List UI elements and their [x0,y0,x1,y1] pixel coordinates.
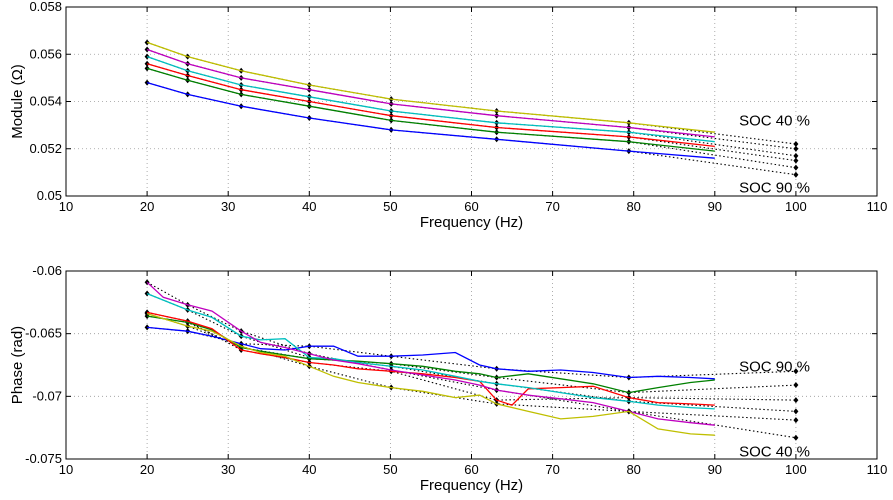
x-tick-label: 50 [383,462,397,477]
y-tick-label: 0.056 [29,46,62,61]
series-line [146,281,715,426]
annotation-label: SOC 90 % [739,358,810,375]
series-line [146,292,715,410]
y-tick-label: -0.075 [25,451,62,466]
data-marker [793,141,799,148]
data-marker [793,152,799,159]
series-line [146,312,715,436]
y-tick-label: 0.054 [29,94,62,109]
data-marker [793,434,799,441]
data-marker [793,397,799,404]
y-tick-label: -0.07 [32,388,62,403]
data-marker [793,164,799,171]
x-tick-label: 20 [140,462,154,477]
data-marker [144,290,150,297]
x-axis-label: Frequency (Hz) [420,214,523,231]
series-line [146,311,715,406]
data-marker [793,171,799,178]
x-tick-label: 30 [221,462,235,477]
data-marker [793,408,799,415]
y-axis-label: Phase (rad) [9,326,26,404]
x-tick-label: 100 [785,199,807,214]
x-tick-label: 100 [785,462,807,477]
fit-line [146,281,796,421]
data-marker [144,60,150,67]
x-tick-label: 20 [140,199,154,214]
data-marker [793,417,799,424]
x-axis-label: Frequency (Hz) [420,477,523,494]
y-tick-label: 0.058 [29,0,62,14]
series-line [146,55,715,143]
series-line [147,326,715,380]
series-line [146,63,715,148]
y-tick-label: 0.05 [37,188,62,203]
data-marker [793,368,799,375]
x-tick-label: 40 [302,462,316,477]
y-tick-label: -0.06 [32,263,62,278]
x-tick-label: 10 [59,462,73,477]
x-tick-label: 110 [867,462,888,477]
series-line [146,67,715,152]
fit-line [146,311,796,401]
fit-line [147,326,796,379]
data-marker [793,382,799,389]
x-tick-label: 70 [545,199,559,214]
x-tick-label: 80 [626,199,640,214]
series-line [146,41,715,133]
x-tick-label: 60 [464,462,478,477]
x-tick-label: 60 [464,199,478,214]
data-marker [793,145,799,152]
y-tick-label: -0.065 [25,326,62,341]
annotation-label: SOC 40 % [739,443,810,460]
x-tick-label: 30 [221,199,235,214]
x-tick-label: 40 [302,199,316,214]
chart-1: 10 20 30 40 50 60 70 80 90 100 110 0.05 0.052 0.054 0.… [9,0,887,231]
series-line [146,81,715,159]
data-marker [793,157,799,164]
x-tick-label: 10 [59,199,73,214]
series-line [146,48,715,138]
x-tick-label: 70 [545,462,559,477]
chart-2: 10 20 30 40 50 60 70 80 90 100 110 -0.06 -0.065 -0.07… [9,263,887,494]
fit-line [146,313,796,439]
x-tick-label: 90 [708,199,722,214]
annotation-label: SOC 40 % [739,112,810,129]
y-axis-label: Module (Ω) [9,64,26,139]
x-tick-label: 50 [383,199,397,214]
x-tick-label: 110 [867,199,888,214]
plot-area [66,7,877,196]
y-tick-label: 0.052 [29,141,62,156]
x-tick-label: 90 [708,462,722,477]
x-tick-label: 80 [626,462,640,477]
annotation-label: SOC 90 % [739,180,810,197]
